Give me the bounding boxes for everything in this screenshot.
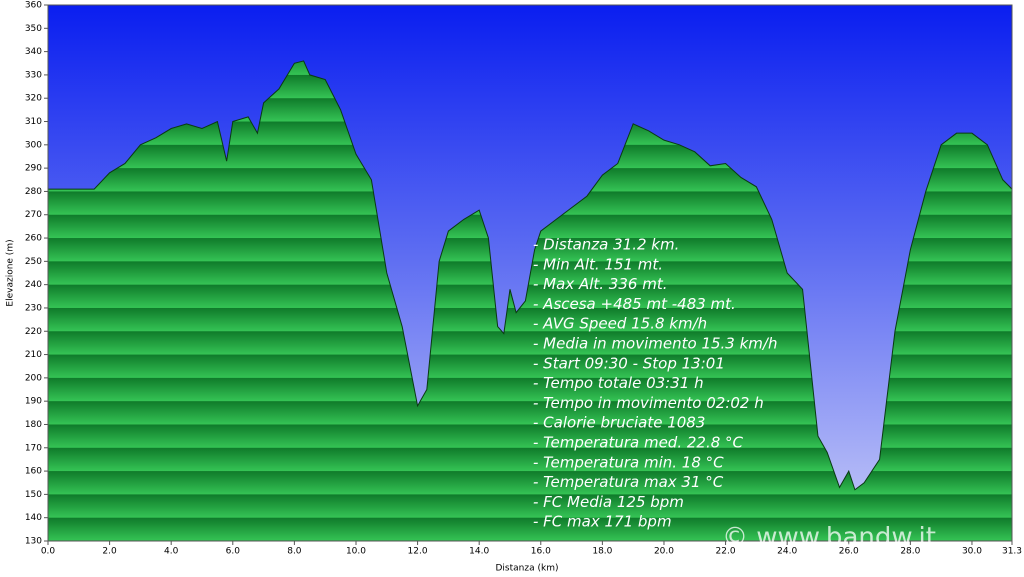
- x-tick-label: 31.3: [1002, 547, 1022, 557]
- annotation: - Temperatura med. 22.8 °C: [533, 434, 744, 452]
- x-tick-label: 18.0: [592, 547, 612, 557]
- elevation-area: [47, 60, 1013, 542]
- x-tick-label: 24.0: [777, 547, 797, 557]
- y-tick-label: 280: [25, 187, 42, 197]
- y-axis-title: Elevazione (m): [6, 239, 16, 306]
- annotation: - Calorie bruciate 1083: [533, 414, 705, 432]
- annotation: - Temperatura max 31 °C: [533, 473, 724, 491]
- x-tick-label: 4.0: [164, 547, 179, 557]
- watermark: © www.bandw.it: [722, 523, 936, 553]
- y-tick-label: 130: [25, 537, 42, 547]
- annotation: - Ascesa +485 mt -483 mt.: [533, 295, 736, 313]
- x-tick-label: 2.0: [102, 547, 117, 557]
- y-tick-label: 160: [25, 467, 42, 477]
- annotation: - FC max 171 bpm: [533, 513, 672, 531]
- y-tick-label: 350: [25, 24, 42, 34]
- x-tick-label: 20.0: [654, 547, 674, 557]
- y-tick-label: 340: [25, 47, 42, 57]
- annotation: - Min Alt. 151 mt.: [533, 255, 663, 273]
- y-tick-label: 200: [25, 373, 42, 383]
- y-tick-label: 230: [25, 303, 42, 313]
- x-tick-label: 6.0: [226, 547, 241, 557]
- annotation: - Max Alt. 336 mt.: [533, 275, 667, 293]
- x-tick-label: 10.0: [346, 547, 366, 557]
- y-tick-label: 170: [25, 443, 42, 453]
- y-tick-label: 310: [25, 117, 42, 127]
- y-tick-label: 210: [25, 350, 42, 360]
- y-tick-label: 320: [25, 94, 42, 104]
- y-tick-label: 150: [25, 490, 42, 500]
- annotation: - Distanza 31.2 km.: [533, 236, 679, 254]
- y-tick-label: 220: [25, 327, 42, 337]
- annotation: - Tempo in movimento 02:02 h: [533, 394, 764, 412]
- x-tick-label: 8.0: [287, 547, 302, 557]
- y-tick-label: 190: [25, 397, 42, 407]
- y-tick-label: 180: [25, 420, 42, 430]
- y-tick-label: 140: [25, 513, 42, 523]
- y-tick-label: 300: [25, 140, 42, 150]
- y-tick-label: 240: [25, 280, 42, 290]
- x-tick-label: 28.0: [900, 547, 920, 557]
- y-tick-label: 290: [25, 164, 42, 174]
- y-tick-label: 250: [25, 257, 42, 267]
- x-tick-label: 12.0: [408, 547, 428, 557]
- plot-frame: [47, 4, 1013, 542]
- x-tick-label: 26.0: [839, 547, 859, 557]
- x-tick-label: 0.0: [41, 547, 56, 557]
- y-tick-label: 260: [25, 234, 42, 244]
- y-tick-label: 270: [25, 210, 42, 220]
- annotation: - Tempo totale 03:31 h: [533, 374, 704, 392]
- x-tick-label: 14.0: [469, 547, 489, 557]
- annotation: - Start 09:30 - Stop 13:01: [533, 354, 725, 372]
- x-axis-title: Distanza (km): [496, 564, 559, 574]
- x-tick-label: 22.0: [716, 547, 736, 557]
- annotation: - Media in movimento 15.3 km/h: [533, 335, 777, 353]
- y-tick-label: 330: [25, 70, 42, 80]
- annotation: - AVG Speed 15.8 km/h: [533, 315, 707, 333]
- y-tick-label: 360: [25, 1, 42, 11]
- x-tick-label: 30.0: [962, 547, 982, 557]
- annotation: - FC Media 125 bpm: [533, 493, 684, 511]
- annotation: - Temperatura min. 18 °C: [533, 453, 724, 471]
- x-tick-label: 16.0: [531, 547, 551, 557]
